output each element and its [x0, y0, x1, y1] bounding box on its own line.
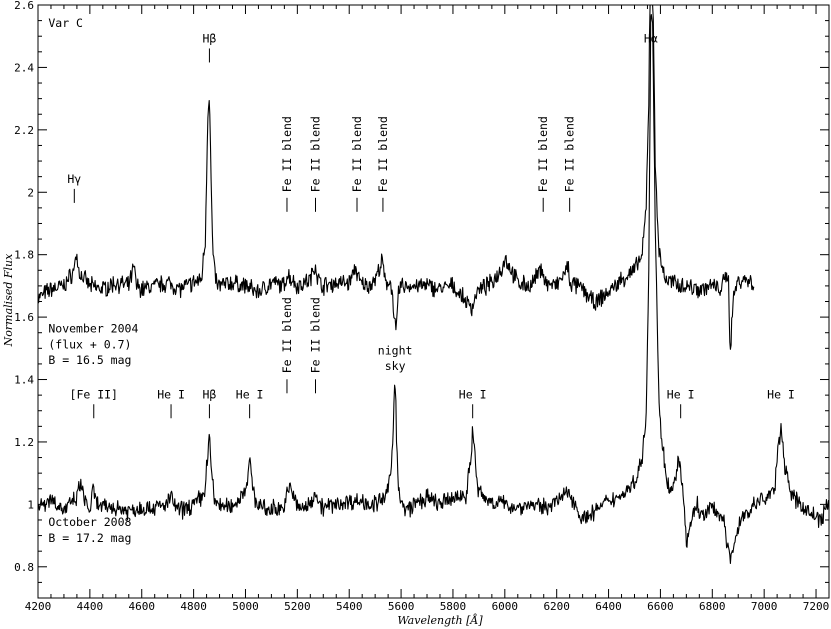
y-tick-label: 2.2	[14, 124, 34, 137]
annotation-text: sky	[385, 359, 406, 373]
x-tick-label: 5000	[232, 600, 259, 613]
plot-annotations: Var C Hγ Hβ Fe II blend Fe II blend Fe II ble…	[48, 16, 794, 545]
y-tick-label: 1.6	[14, 311, 34, 324]
annotation-text: (flux + 0.7)	[48, 337, 131, 351]
line-label: Fe II blend	[536, 116, 550, 192]
annotation-text: He I	[459, 387, 487, 401]
annotation-text: October 2008	[48, 515, 131, 529]
y-tick-label: 2	[27, 186, 34, 199]
plot-series	[37, 4, 830, 565]
x-tick-label: 6600	[647, 600, 674, 613]
line-label: Fe II blend	[350, 116, 364, 192]
line-label: Fe II blend	[280, 116, 294, 192]
annotation-text: November 2004	[48, 322, 138, 336]
annotation-text: He I	[767, 387, 795, 401]
annotation-text: B = 17.2 mag	[48, 531, 131, 545]
x-tick-label: 6400	[595, 600, 622, 613]
plot-frame	[37, 4, 830, 599]
line-label: Fe II blend	[376, 116, 390, 192]
x-axis-title: Wavelength [Å]	[397, 613, 483, 627]
line-label: Fe II blend	[309, 297, 323, 373]
x-tick-label: 5400	[336, 600, 363, 613]
x-tick-label: 7000	[751, 600, 778, 613]
series-line-0	[37, 4, 755, 350]
annotation-text: night	[378, 344, 413, 358]
annotation-text: [Fe II]	[70, 387, 118, 401]
annotation-text: Hβ	[202, 31, 216, 45]
line-label: Fe II blend	[563, 116, 577, 192]
y-tick-label: 1.4	[14, 374, 34, 387]
y-tick-label: 2.4	[14, 61, 34, 74]
x-tick-label: 4600	[128, 600, 155, 613]
line-label: Fe II blend	[280, 297, 294, 373]
y-tick-label: 1.2	[14, 436, 34, 449]
line-label: Fe II blend	[309, 116, 323, 192]
x-tick-label: 7200	[803, 600, 830, 613]
y-axis-title: Normalised Flux	[2, 253, 15, 347]
annotation-text: B = 16.5 mag	[48, 353, 131, 367]
x-tick-label: 6200	[543, 600, 570, 613]
y-tick-label: 1	[27, 498, 34, 511]
x-tick-label: 5800	[440, 600, 467, 613]
x-tick-label: 4400	[77, 600, 104, 613]
annotation-text: Hγ	[67, 172, 81, 186]
annotation-text: He I	[236, 387, 264, 401]
annotation-text: He I	[157, 387, 185, 401]
y-tick-label: 2.6	[14, 0, 34, 12]
annotation-text: Var C	[48, 16, 83, 30]
y-tick-label: 0.8	[14, 561, 34, 574]
y-tick-label: 1.8	[14, 249, 34, 262]
series-line-1	[37, 14, 830, 565]
x-tick-label: 5200	[284, 600, 311, 613]
x-tick-label: 4200	[25, 600, 52, 613]
annotation-text: He I	[667, 387, 695, 401]
plot-axes: 4200 4400 4600 4800 5000 5200 5400 5600 5800 6000…	[14, 0, 830, 613]
annotation-text: Hα	[644, 31, 658, 45]
x-tick-label: 6000	[492, 600, 519, 613]
annotation-text: Hβ	[202, 387, 216, 401]
x-tick-label: 5600	[388, 600, 415, 613]
x-tick-label: 4800	[180, 600, 207, 613]
x-tick-label: 6800	[699, 600, 726, 613]
